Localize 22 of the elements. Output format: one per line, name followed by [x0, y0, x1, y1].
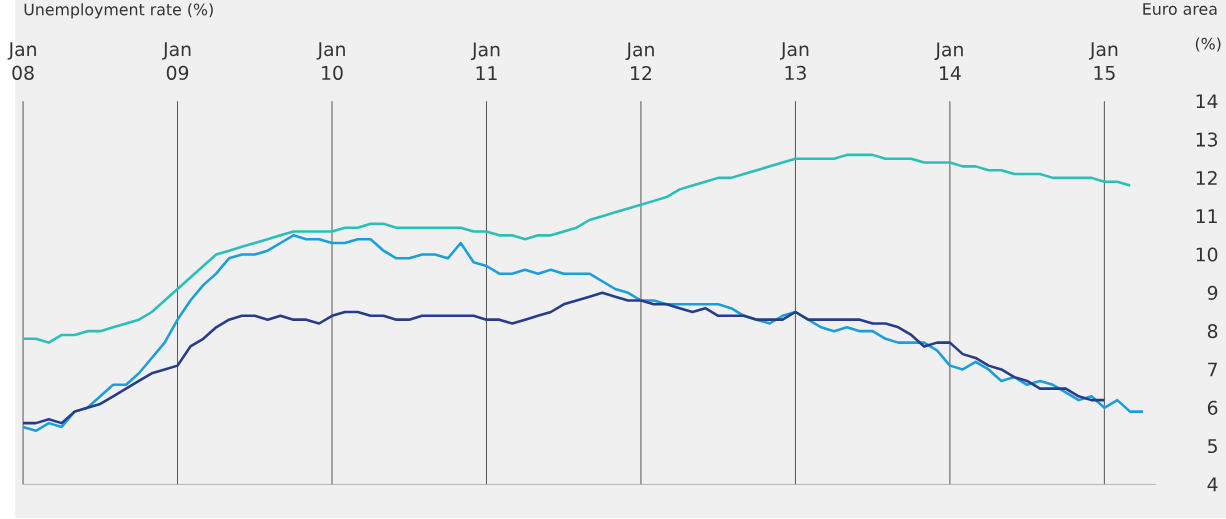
x-tick-label: Jan 14	[934, 42, 963, 81]
x-tick-label: Jan 12	[625, 42, 654, 81]
y-tick-label: 5	[1208, 439, 1217, 454]
y-tick-label: 7	[1208, 362, 1217, 377]
y-tick-label: 12	[1196, 171, 1217, 186]
x-tick-label: Jan 11	[471, 42, 500, 81]
chart-subtitle: Euro area	[1143, 3, 1217, 16]
y-tick-label: 9	[1207, 285, 1218, 301]
x-tick-label: Jan 09	[162, 42, 191, 81]
y-tick-label: 11	[1196, 209, 1217, 224]
y-tick-label: 10	[1196, 247, 1218, 262]
x-tick-label: Jan 13	[779, 42, 809, 81]
y-axis-title: (%)	[1195, 37, 1221, 52]
y-tick-label: 14	[1196, 94, 1218, 109]
x-tick-label: Jan 15	[1088, 42, 1118, 81]
x-tick-label: Jan 10	[316, 42, 345, 81]
chart-title: Unemployment rate (%)	[24, 3, 213, 19]
y-tick-label: 13	[1196, 132, 1218, 147]
x-tick-label: Jan 08	[7, 42, 36, 81]
y-tick-label: 6	[1207, 400, 1218, 416]
y-tick-label: 8	[1207, 324, 1218, 339]
y-tick-label: 4	[1207, 477, 1218, 492]
